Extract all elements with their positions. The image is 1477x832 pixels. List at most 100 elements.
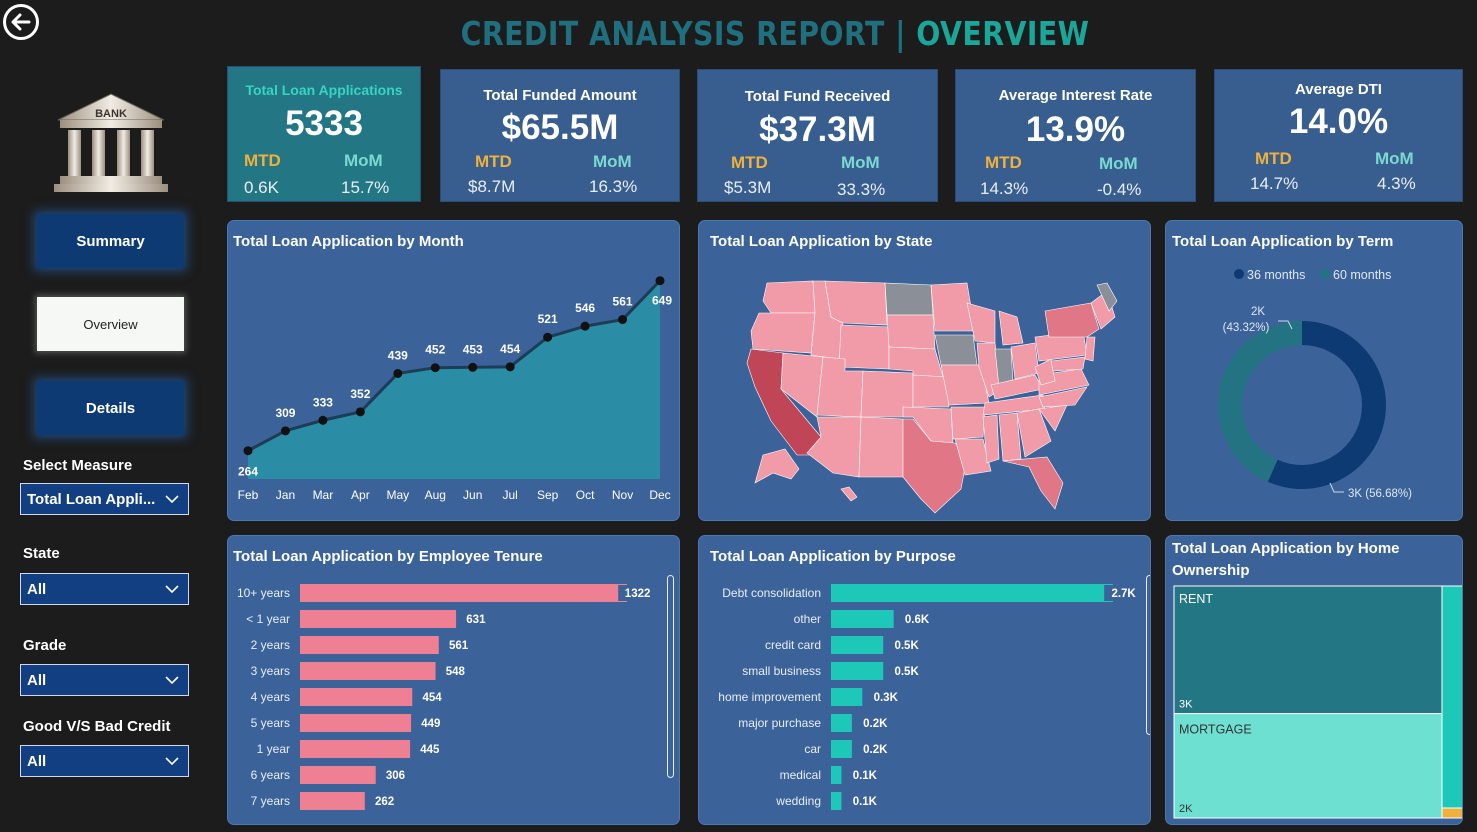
chevron-down-icon (165, 495, 179, 504)
bar (300, 610, 457, 628)
tenure-scrollbar[interactable] (667, 575, 674, 778)
map-state-tx (902, 418, 968, 514)
arrow-left-icon (11, 13, 31, 31)
map-state-fl (1002, 456, 1064, 510)
kpi-title: Average DTI (1295, 81, 1382, 98)
x-tick-label: Nov (612, 488, 633, 502)
data-label: 521 (538, 312, 558, 326)
bar (831, 688, 863, 706)
map-state-nj (1084, 336, 1096, 362)
data-label: 264 (238, 465, 258, 479)
credit-select[interactable]: All (20, 745, 189, 777)
category-label: 5 years (251, 716, 290, 730)
x-tick-label: Oct (576, 488, 595, 502)
data-label: 548 (446, 666, 466, 678)
details-button[interactable]: Details (37, 381, 184, 435)
card-tenure: Total Loan Application by Employee Tenur… (227, 535, 680, 825)
data-label: 0.1K (853, 796, 878, 808)
data-label: 1322 (625, 588, 651, 600)
data-label-bg (845, 767, 885, 783)
data-label: 0.2K (863, 744, 888, 756)
bar (300, 688, 413, 706)
map-state-la (954, 438, 992, 476)
kpi-mom-value: 16.3% (589, 177, 638, 196)
card-title: Total Loan Application by Term (1172, 233, 1394, 250)
grade-select[interactable]: All (20, 664, 189, 696)
category-label: major purchase (738, 716, 821, 730)
data-label: 0.3K (874, 692, 899, 704)
kpi-mtd-value: $5.3M (724, 178, 772, 197)
map-state-me (1096, 282, 1118, 312)
data-point (393, 368, 403, 378)
area-fill (248, 280, 660, 479)
summary-button[interactable]: Summary (37, 214, 184, 268)
overview-button[interactable]: Overview (37, 297, 184, 351)
data-label-bg (887, 637, 927, 653)
category-label: 1 year (257, 742, 290, 756)
data-label-bg (845, 793, 885, 809)
bank-logo-text: BANK (95, 108, 127, 120)
kpi-mtd-value: $8.7M (468, 177, 516, 196)
map-state-wa (762, 280, 816, 314)
data-label: 454 (423, 692, 443, 704)
map-state-ia (934, 334, 978, 366)
donut-slice-36-months (1267, 321, 1386, 490)
data-point (618, 315, 628, 325)
data-label: 453 (463, 342, 483, 356)
data-label: 333 (313, 395, 333, 409)
kpi-mom-value: 33.3% (837, 180, 886, 199)
bar (300, 662, 436, 680)
data-label-bg (897, 611, 937, 627)
x-tick-label: Jul (503, 488, 518, 502)
measure-label: Select Measure (23, 457, 133, 474)
category-label: Debt consolidation (722, 586, 821, 600)
data-label-bg (618, 585, 657, 601)
slice-label-60-months-a: 2K (1251, 306, 1265, 318)
category-label: medical (780, 768, 821, 782)
kpi-mom-value: -0.4% (1097, 180, 1142, 199)
purpose-scrollbar[interactable] (1146, 575, 1150, 735)
back-button[interactable] (3, 4, 39, 40)
bar (300, 766, 376, 784)
x-tick-label: May (386, 488, 409, 502)
data-label: 0.1K (853, 770, 878, 782)
chevron-down-icon (165, 585, 179, 594)
state-select[interactable]: All (20, 573, 189, 605)
data-label: 449 (421, 718, 440, 730)
measure-value: Total Loan Appli... (27, 490, 156, 508)
map-state-mt (824, 280, 888, 326)
data-point (243, 446, 253, 456)
data-point (505, 362, 515, 372)
page-title: CREDIT ANALYSIS REPORT | OVERVIEW (109, 14, 1442, 53)
data-label-bg (415, 715, 447, 731)
data-point (580, 321, 590, 331)
kpi-mtd-label: MTD (985, 153, 1022, 172)
kpi-title: Total Loan Applications (245, 82, 403, 98)
bar (300, 636, 439, 654)
kpi-total-funded-amount: Total Funded Amount $65.5M MTD MoM $8.7M… (440, 69, 680, 202)
kpi-average-interest-rate: Average Interest Rate 13.9% MTD MoM 14.3… (955, 69, 1196, 202)
card-title: Total Loan Application by Purpose (710, 548, 956, 565)
page-title-main: CREDIT ANALYSIS REPORT | (460, 14, 906, 53)
map-state-mi (998, 310, 1024, 346)
donut-slice-60-months (1218, 321, 1302, 482)
kpi-mtd-label: MTD (244, 151, 281, 170)
measure-select[interactable]: Total Loan Appli... (20, 483, 189, 515)
data-label-bg (442, 637, 475, 653)
category-label: 7 years (251, 794, 290, 808)
map-state-nd (884, 282, 934, 316)
leader-line (1329, 482, 1344, 493)
slice-label-36-months: 3K (56.68%) (1348, 488, 1412, 500)
usa-map (746, 280, 1118, 514)
series-line (247, 279, 662, 453)
page-title-accent: OVERVIEW (905, 14, 1090, 53)
bar (300, 792, 365, 810)
data-label-bg (379, 767, 412, 783)
treemap-cell-own (1441, 807, 1462, 819)
data-point (318, 415, 328, 425)
bar (831, 740, 852, 758)
treemap-value: 2K (1179, 803, 1193, 815)
category-label: other (794, 612, 821, 626)
card-title: Total Loan Application by State (710, 233, 933, 250)
x-tick-label: Mar (313, 488, 334, 502)
